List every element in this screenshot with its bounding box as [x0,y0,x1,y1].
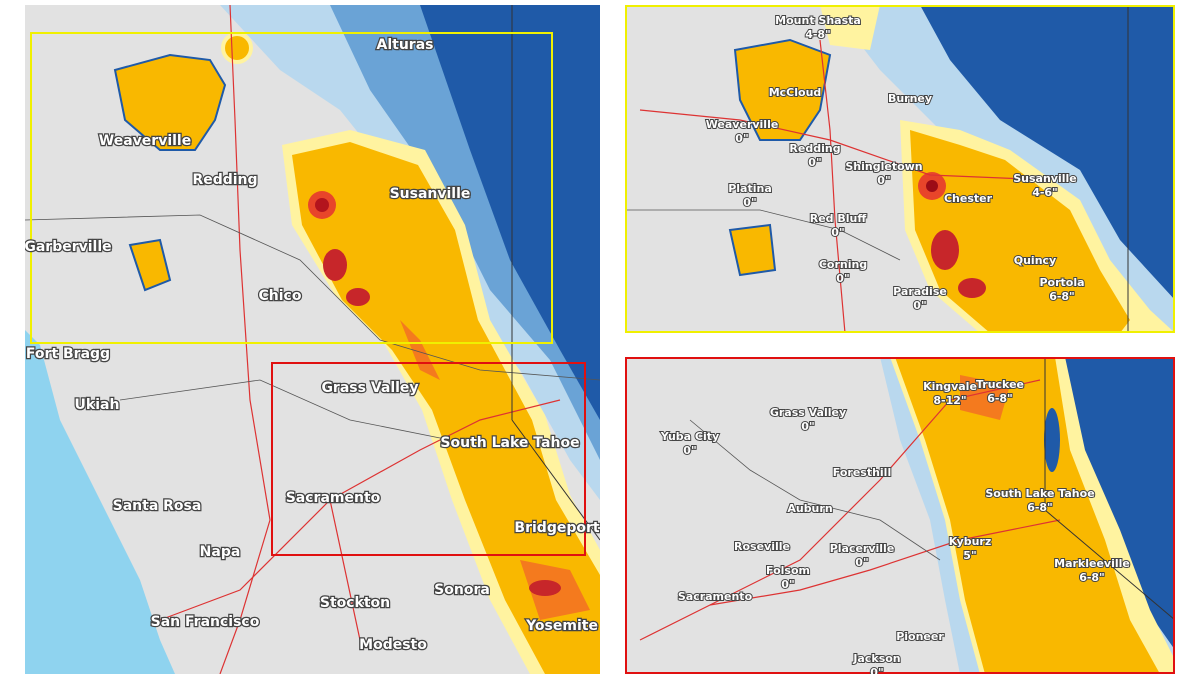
city-label: 6-8" [1049,290,1075,303]
city-label: Shingletown [845,160,922,173]
city-label: Chico [259,288,302,304]
city-label: Sacramento [286,490,381,506]
city-label: 4-6" [1032,186,1058,199]
city-label: Grass Valley [770,406,846,419]
city-label: Sacramento [678,590,753,603]
city-label: 0" [855,556,868,569]
overview-map: Alturas Weaverville Redding Susanville Garbe… [24,5,600,674]
city-label: Santa Rosa [113,498,202,514]
city-label: 0" [781,578,794,591]
city-label: Ukiah [75,397,120,413]
city-label: Markleeville [1054,557,1130,570]
city-label: 0" [831,226,844,239]
city-label: Quincy [1014,254,1056,267]
city-label: 0" [801,420,814,433]
city-label: Truckee [976,378,1024,391]
city-label: Yuba City [660,430,719,443]
city-label: 6-8" [1079,571,1105,584]
city-label: Kyburz [949,535,992,548]
city-label: 0" [877,174,890,187]
city-label: Corning [819,258,867,271]
city-label: Red Bluff [810,212,867,225]
city-label: 4-8" [805,28,831,41]
city-label: Chester [944,192,993,205]
city-label: Paradise [893,285,947,298]
city-label: Foresthill [833,466,891,479]
city-label: Burney [888,92,932,105]
city-label: 6-8" [1027,501,1053,514]
city-label: 0" [743,196,756,209]
city-label: Auburn [787,502,832,515]
city-label: Redding [192,172,257,188]
city-label: 0" [683,444,696,457]
city-label: Susanville [1013,172,1077,185]
city-label: Yosemite [525,618,598,634]
city-label: South Lake Tahoe [440,435,579,451]
city-label: Kingvale [923,380,977,393]
city-label: Grass Valley [321,380,418,396]
city-label: Modesto [359,637,427,653]
city-label: Stockton [320,595,390,611]
city-label: Napa [200,544,241,560]
city-label: Portola [1039,276,1084,289]
city-label: 0" [836,272,849,285]
city-label: Alturas [377,37,434,53]
city-label: South Lake Tahoe [985,487,1094,500]
city-label: Jackson [852,652,900,665]
city-label: Folsom [766,564,810,577]
city-label: McCloud [769,86,822,99]
city-label: 6-8" [987,392,1013,405]
city-label: Mount Shasta [775,14,861,27]
city-label: Pioneer [896,630,944,643]
city-label: Roseville [734,540,790,553]
city-label: Platina [728,182,772,195]
city-label: 8-12" [933,394,966,407]
city-label: Weaverville [706,118,779,131]
city-label: Placerville [830,542,895,555]
city-label: 0" [735,132,748,145]
city-label: Bridgeport [514,520,599,536]
city-label: Sonora [434,582,490,598]
city-label: Susanville [390,186,471,202]
city-label: San Francisco [151,614,260,630]
city-label: 0" [913,299,926,312]
city-label: Weaverville [99,133,191,149]
city-label: 5" [963,549,976,562]
city-label: Garberville [24,239,111,255]
city-label: Fort Bragg [26,346,110,362]
city-label: 0" [808,156,821,169]
city-label: Redding [789,142,840,155]
city-label: 0" [870,666,883,674]
